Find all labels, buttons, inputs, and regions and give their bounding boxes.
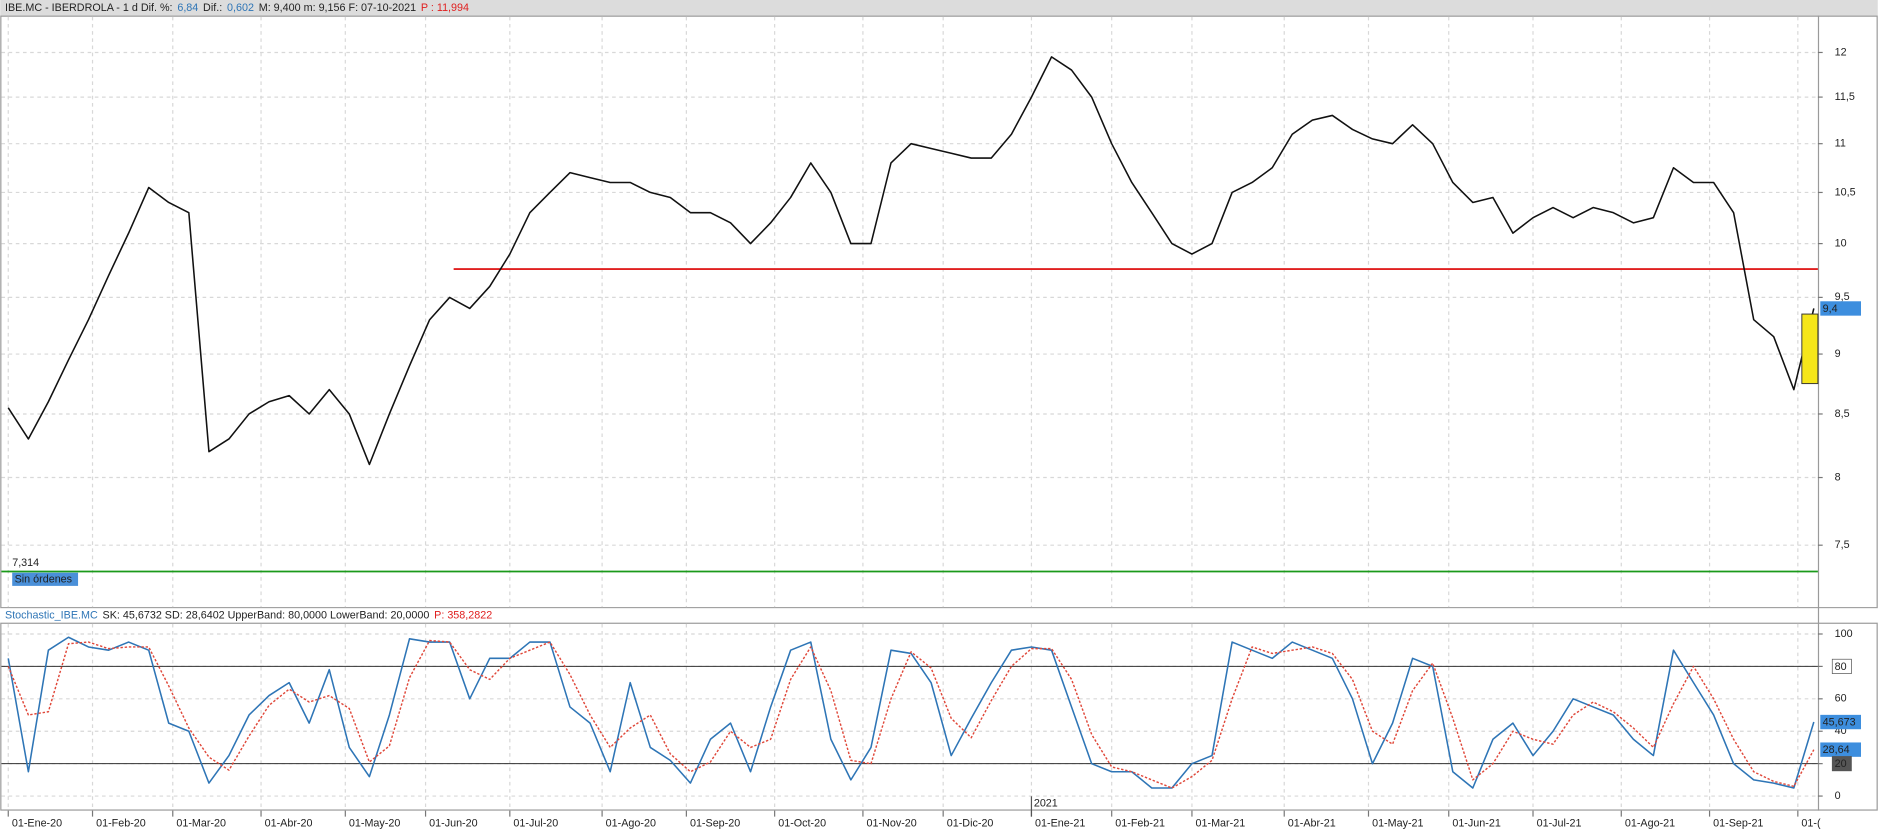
x-tick-label: 01-Ene-21 xyxy=(1035,818,1085,830)
y-tick-label: 0 xyxy=(1835,790,1841,802)
panel-header: Stochastic_IBE.MC SK: 45,6732 SD: 28,6402… xyxy=(5,609,492,621)
last-value-label-box xyxy=(1820,742,1862,757)
indicator-header-bar xyxy=(0,608,1878,623)
last-price-label: 9,4 xyxy=(1823,303,1838,315)
y-tick-label: 11,5 xyxy=(1835,91,1855,103)
band-label-box xyxy=(1831,658,1852,674)
header-item: P: 358,2822 xyxy=(434,609,492,621)
x-tick-label: 01-Jun-20 xyxy=(429,818,477,830)
band-label: 20 xyxy=(1835,758,1847,770)
x-tick-label: 01-Sep-20 xyxy=(690,818,740,830)
x-tick-label: 01-Abr-20 xyxy=(265,818,313,830)
header-item: 0,602 xyxy=(227,2,254,14)
x-tick-label: 01-Mar-21 xyxy=(1196,818,1246,830)
x-tick-label: 01-Sep-21 xyxy=(1713,818,1763,830)
order-tag-box xyxy=(12,572,79,586)
x-tick-label: 01-May-21 xyxy=(1372,818,1423,830)
y-tick-label: 10,5 xyxy=(1835,186,1856,198)
floor-label: 7,314 xyxy=(12,557,39,569)
y-tick-label: 60 xyxy=(1835,693,1847,705)
header-item: M: 9,400 m: 9,156 F: 07-10-2021 xyxy=(259,2,416,14)
x-tick-label: 01-Jul-20 xyxy=(513,818,558,830)
header-item: IBE.MC - IBERDROLA - 1 d Dif. %: xyxy=(5,2,173,14)
last-value-label: 45,673 xyxy=(1823,716,1856,728)
y-tick-label: 11 xyxy=(1835,138,1846,150)
last-value-label-box xyxy=(1820,714,1862,730)
last-price-label-box xyxy=(1820,301,1862,316)
header-item: Stochastic_IBE.MC xyxy=(5,609,98,621)
highlight-box xyxy=(1801,313,1819,385)
x-tick-label: 01-Mar-20 xyxy=(176,818,226,830)
indicator-panel xyxy=(0,622,1878,811)
x-tick-label: 01-Abr-21 xyxy=(1288,818,1336,830)
x-tick-label: 01-Ene-20 xyxy=(12,818,62,830)
x-tick-label: 01-Ago-20 xyxy=(606,818,656,830)
y-tick-label: 40 xyxy=(1835,725,1847,737)
y-tick-label: 10 xyxy=(1835,237,1847,249)
header-item: Dif.: xyxy=(203,2,222,14)
x-tick-label: 01-( xyxy=(1801,818,1821,830)
x-tick-label: 01-Jul-21 xyxy=(1537,818,1582,830)
x-tick-label: 01-Dic-20 xyxy=(947,818,994,830)
x-tick-label: 01-May-20 xyxy=(349,818,400,830)
price-panel xyxy=(0,15,1878,609)
x-tick-label: 01-Ago-21 xyxy=(1625,818,1675,830)
y-tick-label: 100 xyxy=(1835,628,1853,640)
x-tick-label: 01-Oct-20 xyxy=(778,818,826,830)
band-label: 80 xyxy=(1835,661,1847,673)
header-bar xyxy=(0,0,1878,16)
y-tick-label: 9,5 xyxy=(1835,291,1850,303)
x-tick-label: 01-Jun-21 xyxy=(1452,818,1500,830)
panel-header: IBE.MC - IBERDROLA - 1 d Dif. %: 6,84 Dif.… xyxy=(5,2,469,14)
y-tick-label: 8,5 xyxy=(1835,408,1850,420)
x-tick-label: 01-Feb-21 xyxy=(1115,818,1165,830)
year-label: 2021 xyxy=(1034,797,1058,809)
series-line xyxy=(7,639,1815,789)
last-value-label: 28,64 xyxy=(1823,744,1850,756)
band-label-box xyxy=(1831,756,1852,772)
y-tick-label: 7,5 xyxy=(1835,539,1850,551)
header-item: SK: 45,6732 SD: 28,6402 UpperBand: 80,00… xyxy=(103,609,430,621)
y-tick-label: 8 xyxy=(1835,471,1841,483)
x-tick-label: 01-Feb-20 xyxy=(96,818,146,830)
y-tick-label: 9 xyxy=(1835,348,1841,360)
header-item: P : 11,994 xyxy=(421,2,469,14)
header-item: 6,84 xyxy=(177,2,198,14)
y-tick-label: 12 xyxy=(1835,46,1847,58)
x-tick-label: 01-Nov-20 xyxy=(867,818,917,830)
order-tag: Sin órdenes xyxy=(15,574,72,586)
series-line xyxy=(7,56,1815,466)
